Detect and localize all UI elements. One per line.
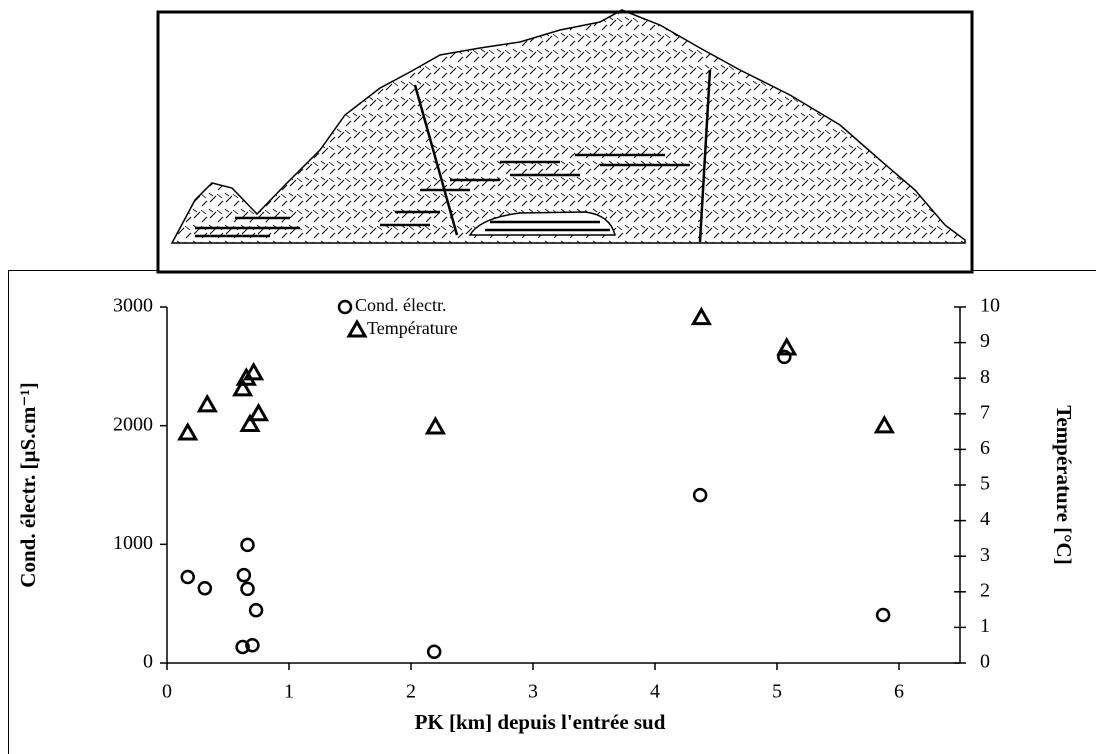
cross-section <box>156 9 974 274</box>
x-tick-label: 5 <box>772 681 782 703</box>
circle-point <box>235 639 250 655</box>
x-tick-label: 0 <box>162 681 172 703</box>
circle-point <box>692 487 708 503</box>
circle-point <box>240 537 255 553</box>
y2-tick-label: 3 <box>980 544 990 566</box>
x-axis-label: PK [km] depuis l'entrée sud <box>415 710 666 734</box>
circle-point <box>180 569 195 585</box>
y2-tick-label: 9 <box>980 330 990 352</box>
circle-point <box>875 607 891 623</box>
circle-point <box>245 637 260 653</box>
y2-tick-label: 2 <box>980 579 990 601</box>
strata <box>195 69 712 243</box>
triangle-point <box>243 361 265 381</box>
y-axis-label: Cond. électr. [µS.cm⁻¹] <box>16 382 40 587</box>
triangle-point <box>177 422 199 441</box>
circle-point <box>426 644 442 659</box>
triangle-point <box>346 318 368 338</box>
x-tick-label: 1 <box>284 681 294 703</box>
triangle-point <box>196 393 218 413</box>
mountain <box>170 9 966 244</box>
y2-tick-label: 1 <box>980 615 990 637</box>
y2-tick-label: 0 <box>980 651 990 673</box>
x-tick-label: 3 <box>528 681 538 703</box>
y2-axis-label: Température [°C] <box>1052 405 1076 564</box>
circle-point <box>337 299 353 315</box>
triangle-point <box>232 377 254 397</box>
x-tick-label: 4 <box>650 681 660 703</box>
y2-tick-label: 5 <box>980 473 990 495</box>
y2-tick-label: 7 <box>980 401 990 423</box>
triangle-point <box>247 402 270 422</box>
circle-point <box>240 581 255 597</box>
y-tick-label: 3000 <box>113 295 153 317</box>
legend-label: Cond. électr. <box>355 295 446 315</box>
triangle-point <box>424 415 446 435</box>
triangle-point <box>239 413 261 432</box>
y-tick-label: 2000 <box>113 413 153 435</box>
y-tick-label: 0 <box>143 651 153 673</box>
circle-point <box>236 567 252 583</box>
y2-tick-label: 6 <box>980 437 990 459</box>
triangle-point <box>776 336 798 356</box>
circle-point <box>777 349 792 365</box>
y2-tick-label: 10 <box>980 295 1000 317</box>
y2-tick-label: 4 <box>980 508 990 530</box>
triangle-point <box>873 414 895 434</box>
x-tick-label: 2 <box>406 681 416 703</box>
y-tick-label: 1000 <box>113 532 153 554</box>
x-tick-label: 6 <box>894 681 904 703</box>
legend-label: Température <box>367 318 458 338</box>
triangle-point <box>690 306 712 326</box>
circle-point <box>248 602 264 618</box>
triangle-point <box>235 367 257 386</box>
y2-tick-label: 8 <box>980 366 990 388</box>
circle-point <box>197 580 213 596</box>
